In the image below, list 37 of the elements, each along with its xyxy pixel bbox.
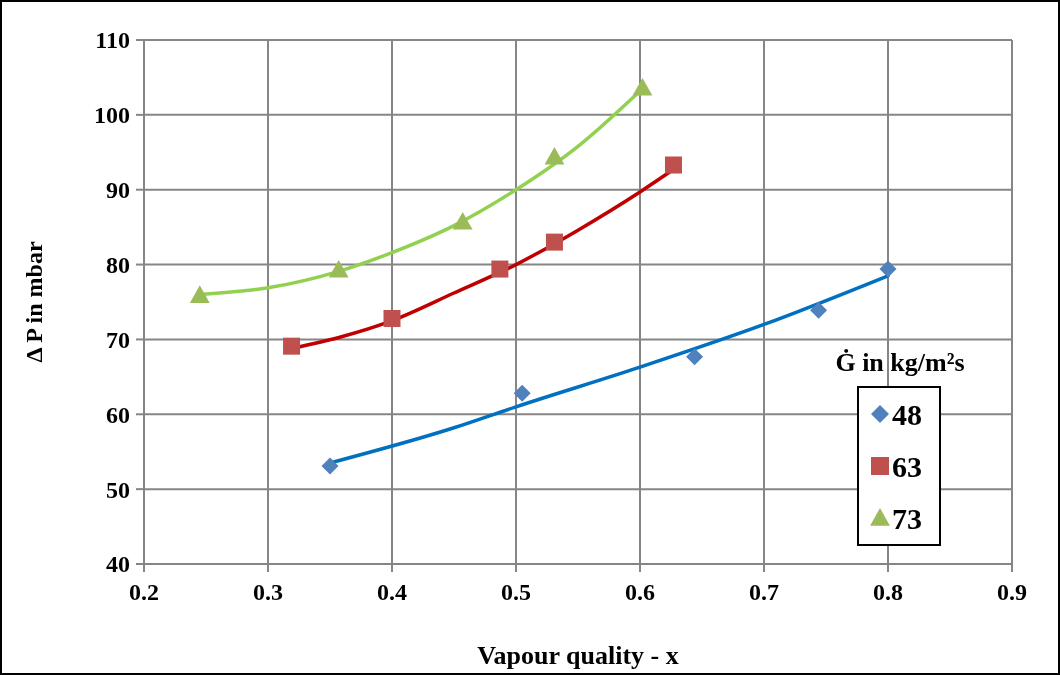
y-tick-label: 60: [106, 401, 130, 428]
point: [283, 337, 301, 355]
point: [328, 259, 349, 278]
point: [491, 260, 509, 278]
y-tick-label: 100: [94, 102, 130, 129]
y-axis-title: Δ P in mbar: [21, 241, 47, 363]
x-tick-label: 0.4: [377, 579, 407, 605]
point: [321, 457, 339, 475]
y-tick-label: 40: [106, 551, 130, 578]
x-tick-label: 0.2: [129, 579, 159, 605]
y-tick-label: 70: [106, 326, 130, 353]
x-tick-label: 0.6: [625, 579, 655, 605]
point: [686, 348, 704, 366]
point: [383, 309, 401, 327]
legend-label: 63: [892, 449, 922, 483]
point: [544, 146, 565, 165]
y-tick-label: 50: [106, 476, 130, 503]
y-tick-label: 80: [106, 251, 130, 278]
x-axis-title: Vapour quality - x: [477, 641, 679, 670]
point: [664, 156, 682, 174]
point: [879, 260, 897, 278]
x-tick-label: 0.8: [873, 579, 903, 605]
point: [632, 78, 653, 96]
x-tick-label: 0.5: [501, 579, 531, 605]
legend-label: 73: [892, 501, 922, 535]
y-tick-label: 90: [106, 177, 130, 204]
point: [810, 301, 828, 319]
point: [189, 285, 210, 303]
x-tick-label: 0.9: [997, 579, 1027, 605]
y-tick-label: 110: [95, 27, 130, 54]
point: [545, 233, 563, 251]
point: [452, 212, 473, 230]
legend-label: 48: [892, 397, 922, 431]
x-tick-label: 0.3: [253, 579, 283, 605]
x-tick-label: 0.7: [749, 579, 779, 605]
legend-title: Ġ in kg/m²s: [835, 348, 965, 377]
point: [513, 384, 531, 402]
